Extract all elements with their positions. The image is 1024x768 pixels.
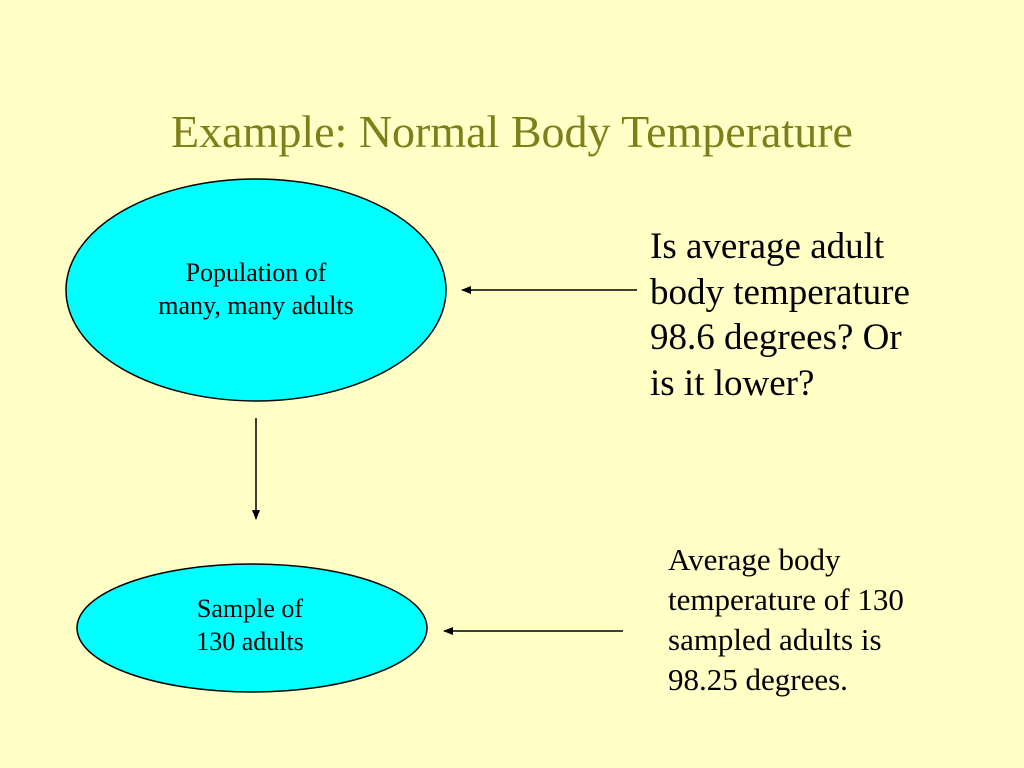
population-ellipse — [65, 178, 447, 402]
answer-text: Average body temperature of 130 sampled … — [668, 542, 904, 697]
population-label: Population of many, many adults — [158, 258, 354, 320]
sample-ellipse — [76, 563, 428, 693]
slide-title: Example: Normal Body Temperature — [171, 106, 853, 157]
sample-label: Sample of 130 adults — [196, 594, 304, 656]
question-text: Is average adult body temperature 98.6 d… — [650, 226, 910, 404]
